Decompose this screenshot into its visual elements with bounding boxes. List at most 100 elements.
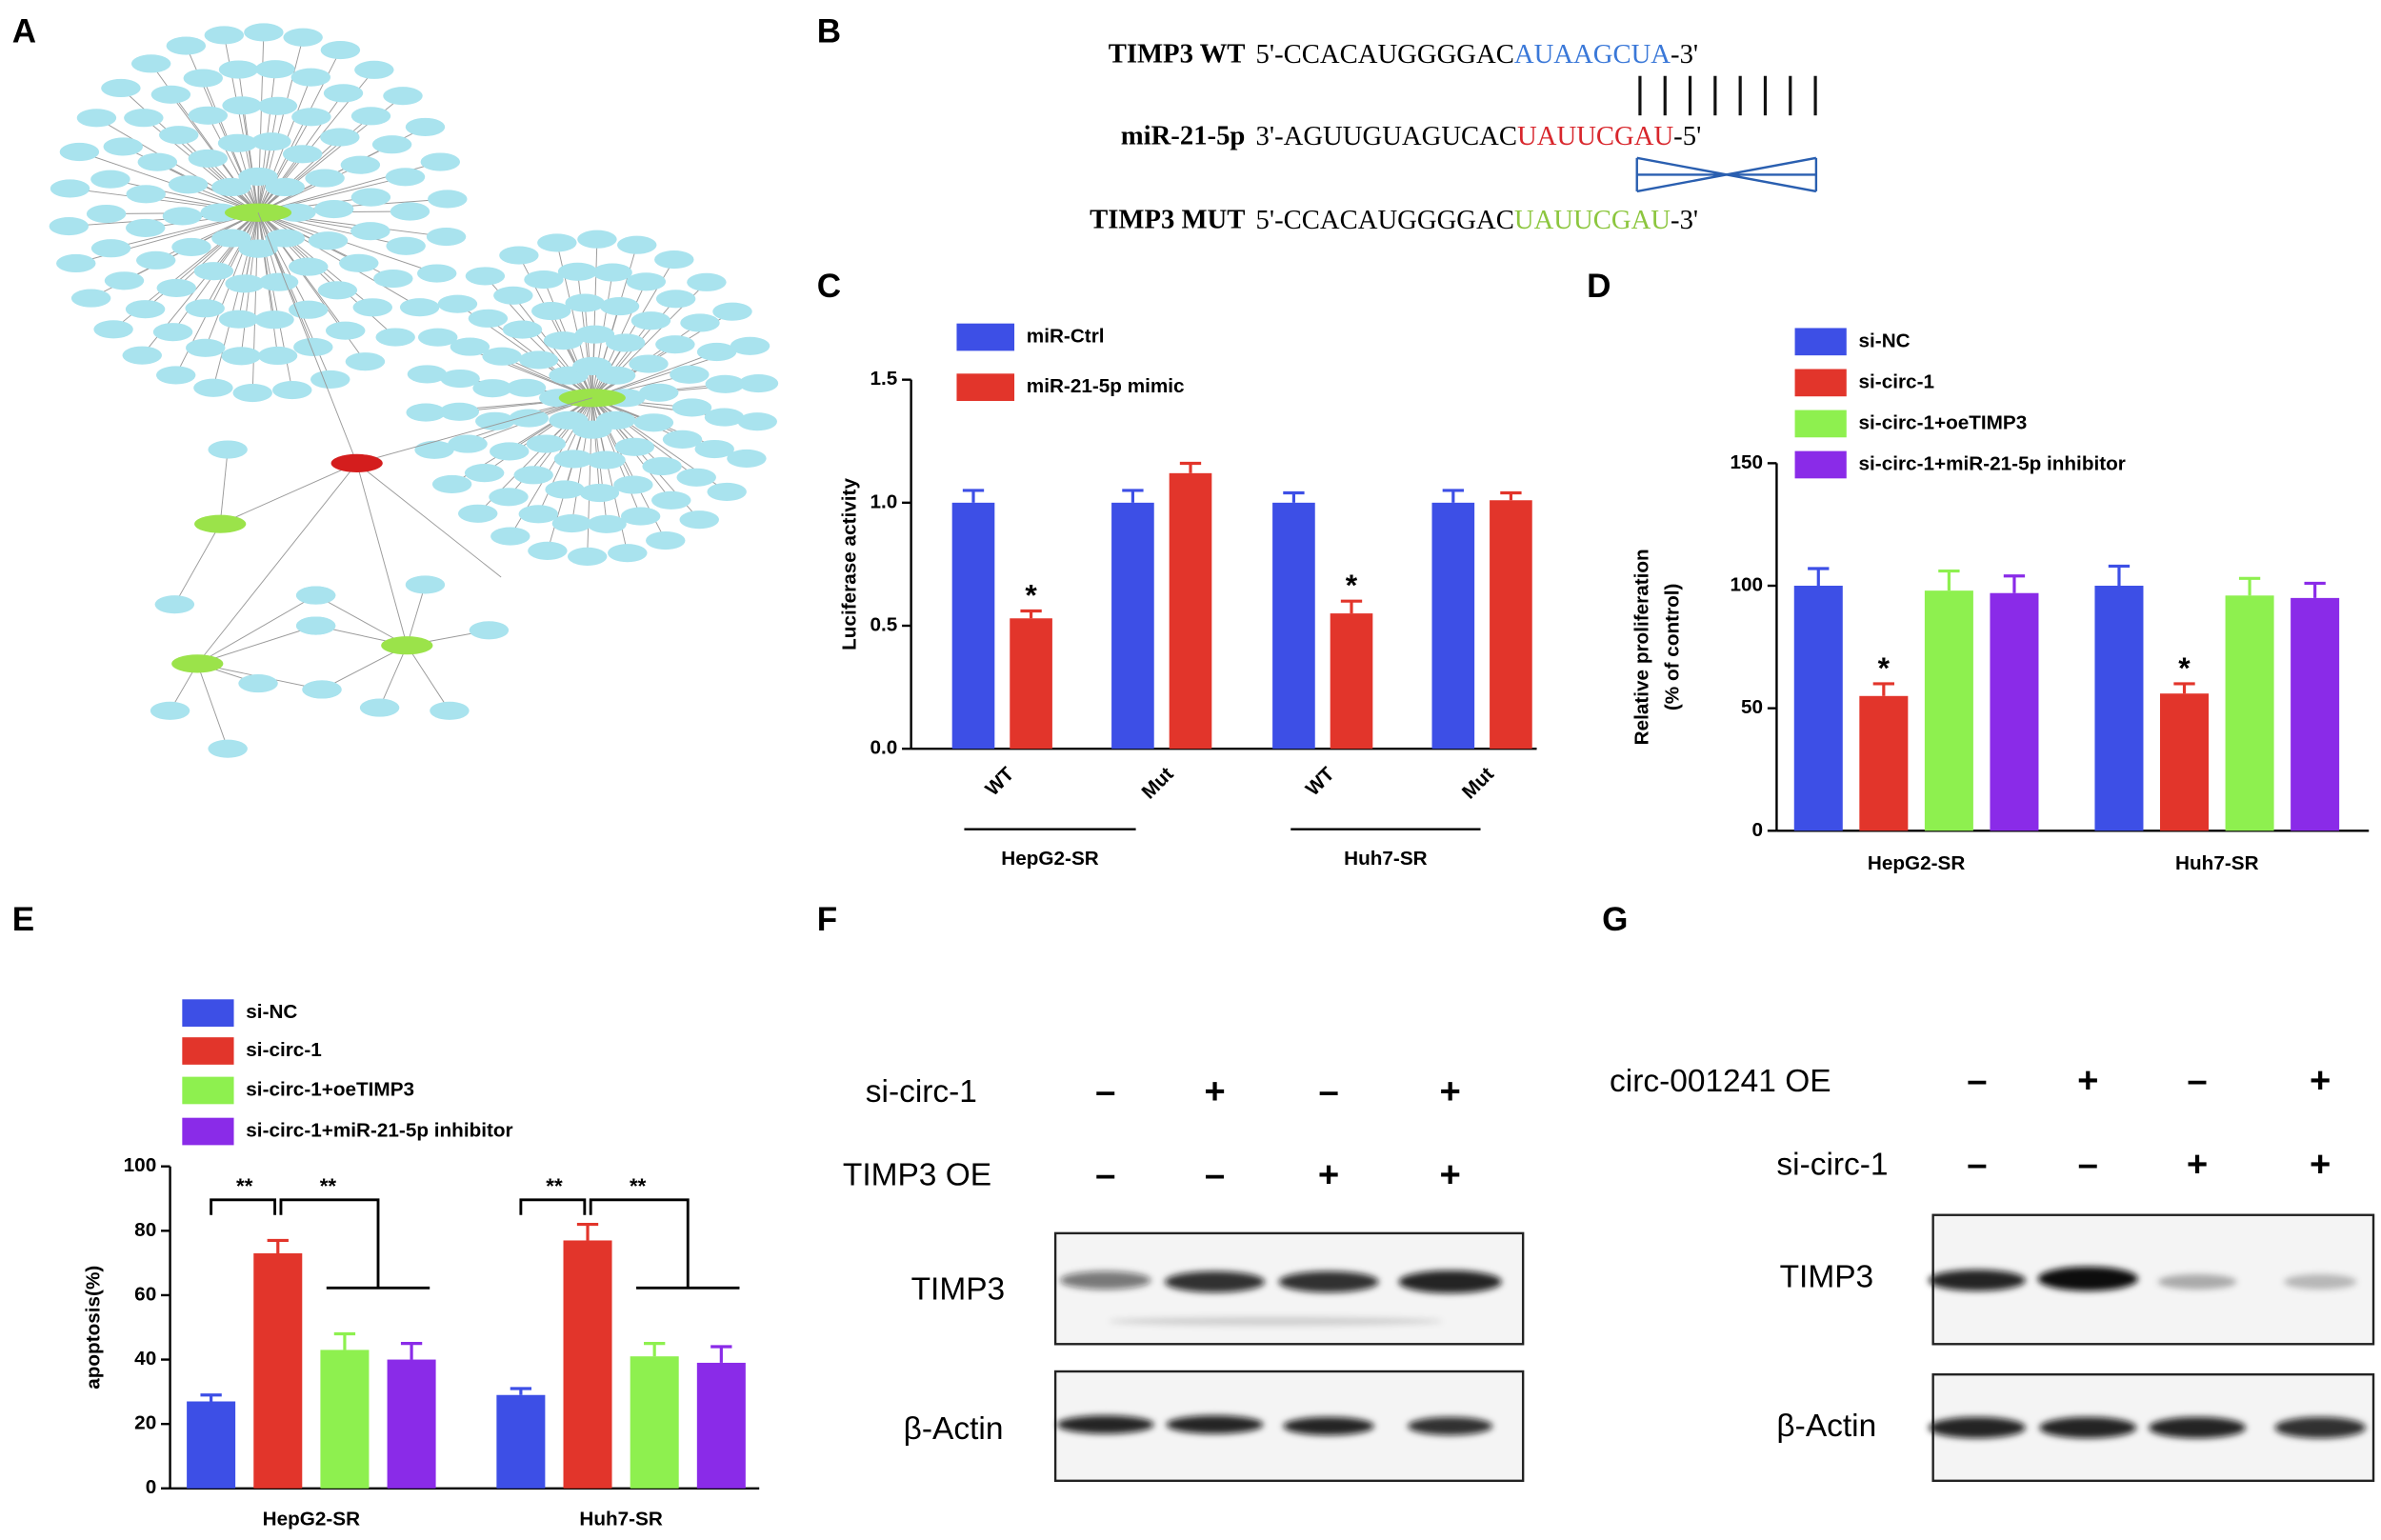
y-tick-label: 50	[1741, 696, 1763, 718]
network-node	[737, 412, 777, 431]
bar	[253, 1252, 303, 1489]
network-node	[224, 203, 292, 222]
network-edge	[591, 397, 634, 486]
error-bar	[1179, 461, 1202, 473]
network	[49, 23, 779, 758]
network-node	[386, 236, 426, 255]
network-node	[130, 54, 171, 73]
network-node	[587, 514, 627, 533]
network-node	[320, 41, 361, 60]
significance: **	[236, 1174, 253, 1198]
band	[2274, 1416, 2367, 1439]
bar	[951, 502, 995, 750]
network-node	[592, 263, 632, 282]
bar	[320, 1350, 370, 1489]
error-bar	[1122, 489, 1144, 503]
band	[1398, 1270, 1502, 1293]
network-node	[225, 274, 265, 293]
legend-swatch	[956, 373, 1015, 401]
network-edge	[96, 117, 259, 213]
y-tick-label: 150	[1731, 451, 1764, 473]
condition-sign: –	[1967, 1060, 1987, 1101]
network-node	[526, 434, 567, 453]
y-tick-label: 100	[124, 1154, 157, 1176]
condition-sign: –	[2187, 1060, 2207, 1101]
y-axis-label: Relative proliferation	[1631, 549, 1653, 745]
network-node	[472, 379, 512, 398]
error-bar	[400, 1342, 423, 1360]
bar	[2160, 693, 2210, 831]
network-node	[448, 434, 488, 453]
network-node	[302, 680, 342, 699]
error-bar	[1938, 569, 1960, 591]
x-tick-label: Mut	[1137, 763, 1177, 803]
legend-label: si-circ-1+miR-21-5p inhibitor	[1859, 452, 2126, 474]
network-node	[265, 177, 305, 197]
network-node	[194, 514, 247, 533]
network-edge	[356, 397, 592, 464]
bar	[2094, 586, 2144, 831]
band	[1056, 1415, 1154, 1434]
error-bar	[1283, 490, 1305, 503]
condition-sign: –	[1095, 1154, 1115, 1195]
network-node	[101, 78, 141, 98]
network-node	[135, 250, 176, 270]
network-node	[417, 328, 458, 347]
network-node	[272, 380, 312, 400]
network-node	[137, 152, 178, 171]
network-node	[125, 300, 166, 319]
x-tick-label: Huh7-SR	[579, 1509, 663, 1530]
bar	[1924, 590, 1973, 831]
network-node	[608, 544, 648, 563]
bar	[1793, 586, 1843, 831]
network-node	[103, 137, 143, 156]
network-node	[620, 507, 661, 526]
panel-label: B	[817, 12, 841, 50]
network-node	[193, 378, 233, 397]
mutation-marks	[1635, 156, 1818, 193]
network-node	[545, 480, 585, 499]
network-node	[468, 309, 509, 328]
network-node	[168, 175, 209, 194]
network-node	[707, 482, 747, 502]
network-node	[150, 701, 190, 720]
network-edge	[219, 462, 357, 525]
network-node	[238, 674, 278, 693]
network-node	[705, 374, 746, 393]
network-node	[188, 106, 229, 125]
band-label: β-Actin	[904, 1411, 1004, 1447]
sequence-panel: TIMP3 WT 5'-CCACAUGGGGACAUAAGCUA-3' miR-…	[1090, 39, 1818, 234]
legend-swatch	[956, 323, 1015, 351]
network-node	[104, 271, 145, 290]
band	[1407, 1416, 1493, 1435]
error-bar	[510, 1387, 532, 1395]
network-node	[712, 302, 752, 321]
network-node	[557, 262, 598, 281]
y-axis-label: (% of control)	[1661, 584, 1683, 711]
network-node	[407, 365, 448, 384]
x-tick-label: WT	[981, 763, 1018, 800]
network-node	[633, 413, 674, 432]
network-node	[350, 188, 391, 207]
legend-swatch	[182, 1076, 234, 1105]
network-node	[704, 408, 745, 427]
network-node	[291, 108, 331, 127]
network-node	[211, 229, 251, 248]
network-edge	[197, 594, 316, 665]
network-edge	[257, 212, 358, 464]
network-node	[687, 272, 727, 291]
network-node	[350, 107, 391, 126]
sequence: 5'-CCACAUGGGGACAUAAGCUA-3'	[1256, 39, 1699, 70]
y-axis-label: apoptosis(%)	[82, 1266, 104, 1390]
network-node	[528, 541, 568, 560]
condition-sign: –	[1967, 1144, 1987, 1185]
network-node	[375, 328, 415, 347]
x-tick-label: HepG2-SR	[1868, 852, 1965, 874]
network-node	[258, 272, 299, 291]
network-node	[630, 311, 671, 330]
network-node	[420, 152, 461, 171]
network-node	[464, 464, 505, 483]
bar	[2291, 597, 2340, 831]
network-node	[208, 739, 248, 758]
network-node	[166, 36, 207, 55]
